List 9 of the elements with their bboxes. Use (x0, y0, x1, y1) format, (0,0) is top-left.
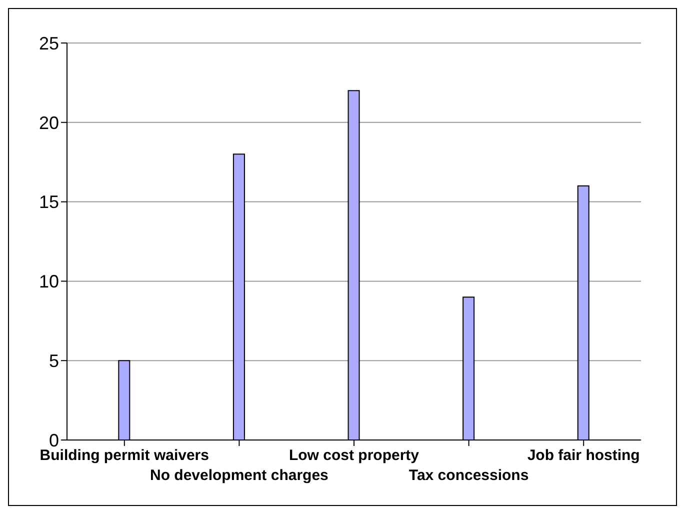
y-tick-label: 5 (48, 350, 59, 371)
x-tick-label: Tax concessions (408, 467, 529, 484)
y-tick-label: 10 (38, 272, 59, 292)
y-tick-label: 15 (38, 192, 59, 212)
y-tick-label: 20 (38, 112, 59, 133)
x-tick-label: Job fair hosting (527, 447, 640, 464)
x-tick-label: Low cost property (288, 447, 420, 464)
y-tick-label: 25 (38, 33, 59, 54)
x-tick-label: No development charges (150, 467, 328, 484)
